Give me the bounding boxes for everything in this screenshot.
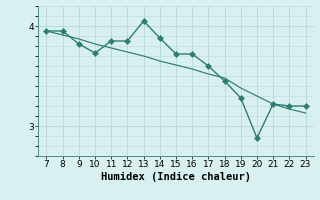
X-axis label: Humidex (Indice chaleur): Humidex (Indice chaleur) <box>101 172 251 182</box>
